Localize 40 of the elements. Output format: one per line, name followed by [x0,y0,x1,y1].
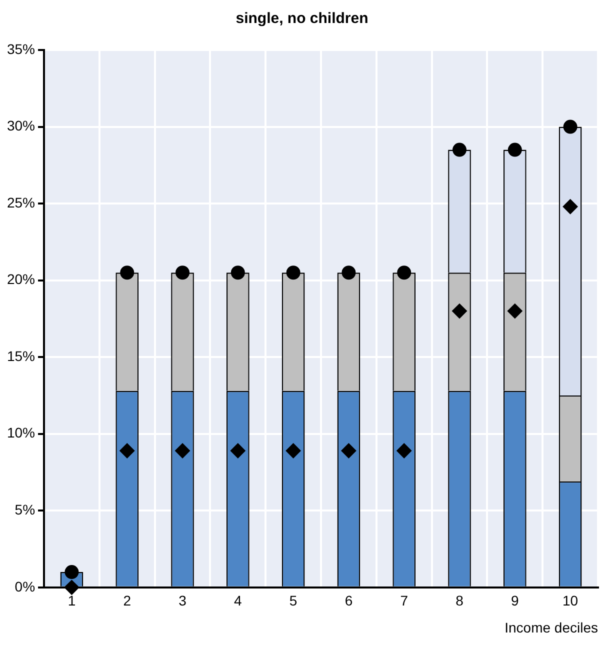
x-tick-label: 6 [344,592,353,609]
point [230,443,246,458]
y-tick-label: 0% [14,578,36,594]
point [176,266,190,280]
y-tick-label: 20% [6,271,36,288]
x-axis-title: Income deciles [504,619,598,636]
chart-title: single, no children [236,10,368,28]
point [452,304,468,319]
point [175,443,190,458]
point [341,443,356,458]
x-tick-label: 3 [178,592,187,609]
point [286,443,301,458]
x-tick-label: 1 [68,592,76,609]
point [120,443,135,458]
x-tick-label: 9 [511,592,520,609]
point [562,199,578,214]
point [230,266,245,280]
point [64,565,79,580]
point [120,266,134,280]
point [452,142,467,157]
x-tick-label: 8 [456,592,464,609]
point [286,266,300,280]
point [508,142,522,157]
y-tick-label: 15% [6,348,36,364]
x-tick-label: 5 [289,592,298,609]
point [507,304,522,319]
x-tick-label: 2 [123,592,132,609]
y-tick-label: 10% [6,424,36,441]
y-tick-label: 5% [14,501,36,518]
point [342,266,356,280]
point [397,266,412,280]
point [64,580,80,595]
y-tick-label: 25% [6,194,36,210]
point [563,120,578,134]
x-tick-label: 4 [234,592,242,609]
y-tick-label: 35% [6,40,36,57]
y-tick-label: 30% [6,118,36,134]
x-tick-label: 10 [562,592,578,609]
point [396,443,412,458]
x-tick-label: 7 [400,592,408,609]
